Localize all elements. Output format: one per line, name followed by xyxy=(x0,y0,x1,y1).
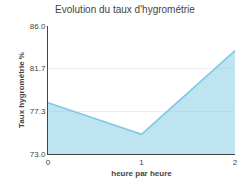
svg-text:Evolution du taux d'hygrométri: Evolution du taux d'hygrométrie xyxy=(55,4,195,15)
svg-text:Taux hygrométrie %: Taux hygrométrie % xyxy=(17,52,26,128)
svg-text:heure par heure: heure par heure xyxy=(111,169,172,178)
svg-text:86.0: 86.0 xyxy=(30,22,46,31)
svg-text:1: 1 xyxy=(139,158,144,167)
svg-text:81.7: 81.7 xyxy=(30,64,46,73)
svg-text:2: 2 xyxy=(233,158,238,167)
svg-text:73.0: 73.0 xyxy=(30,150,46,159)
svg-text:0: 0 xyxy=(46,158,51,167)
svg-text:77.3: 77.3 xyxy=(30,107,46,116)
